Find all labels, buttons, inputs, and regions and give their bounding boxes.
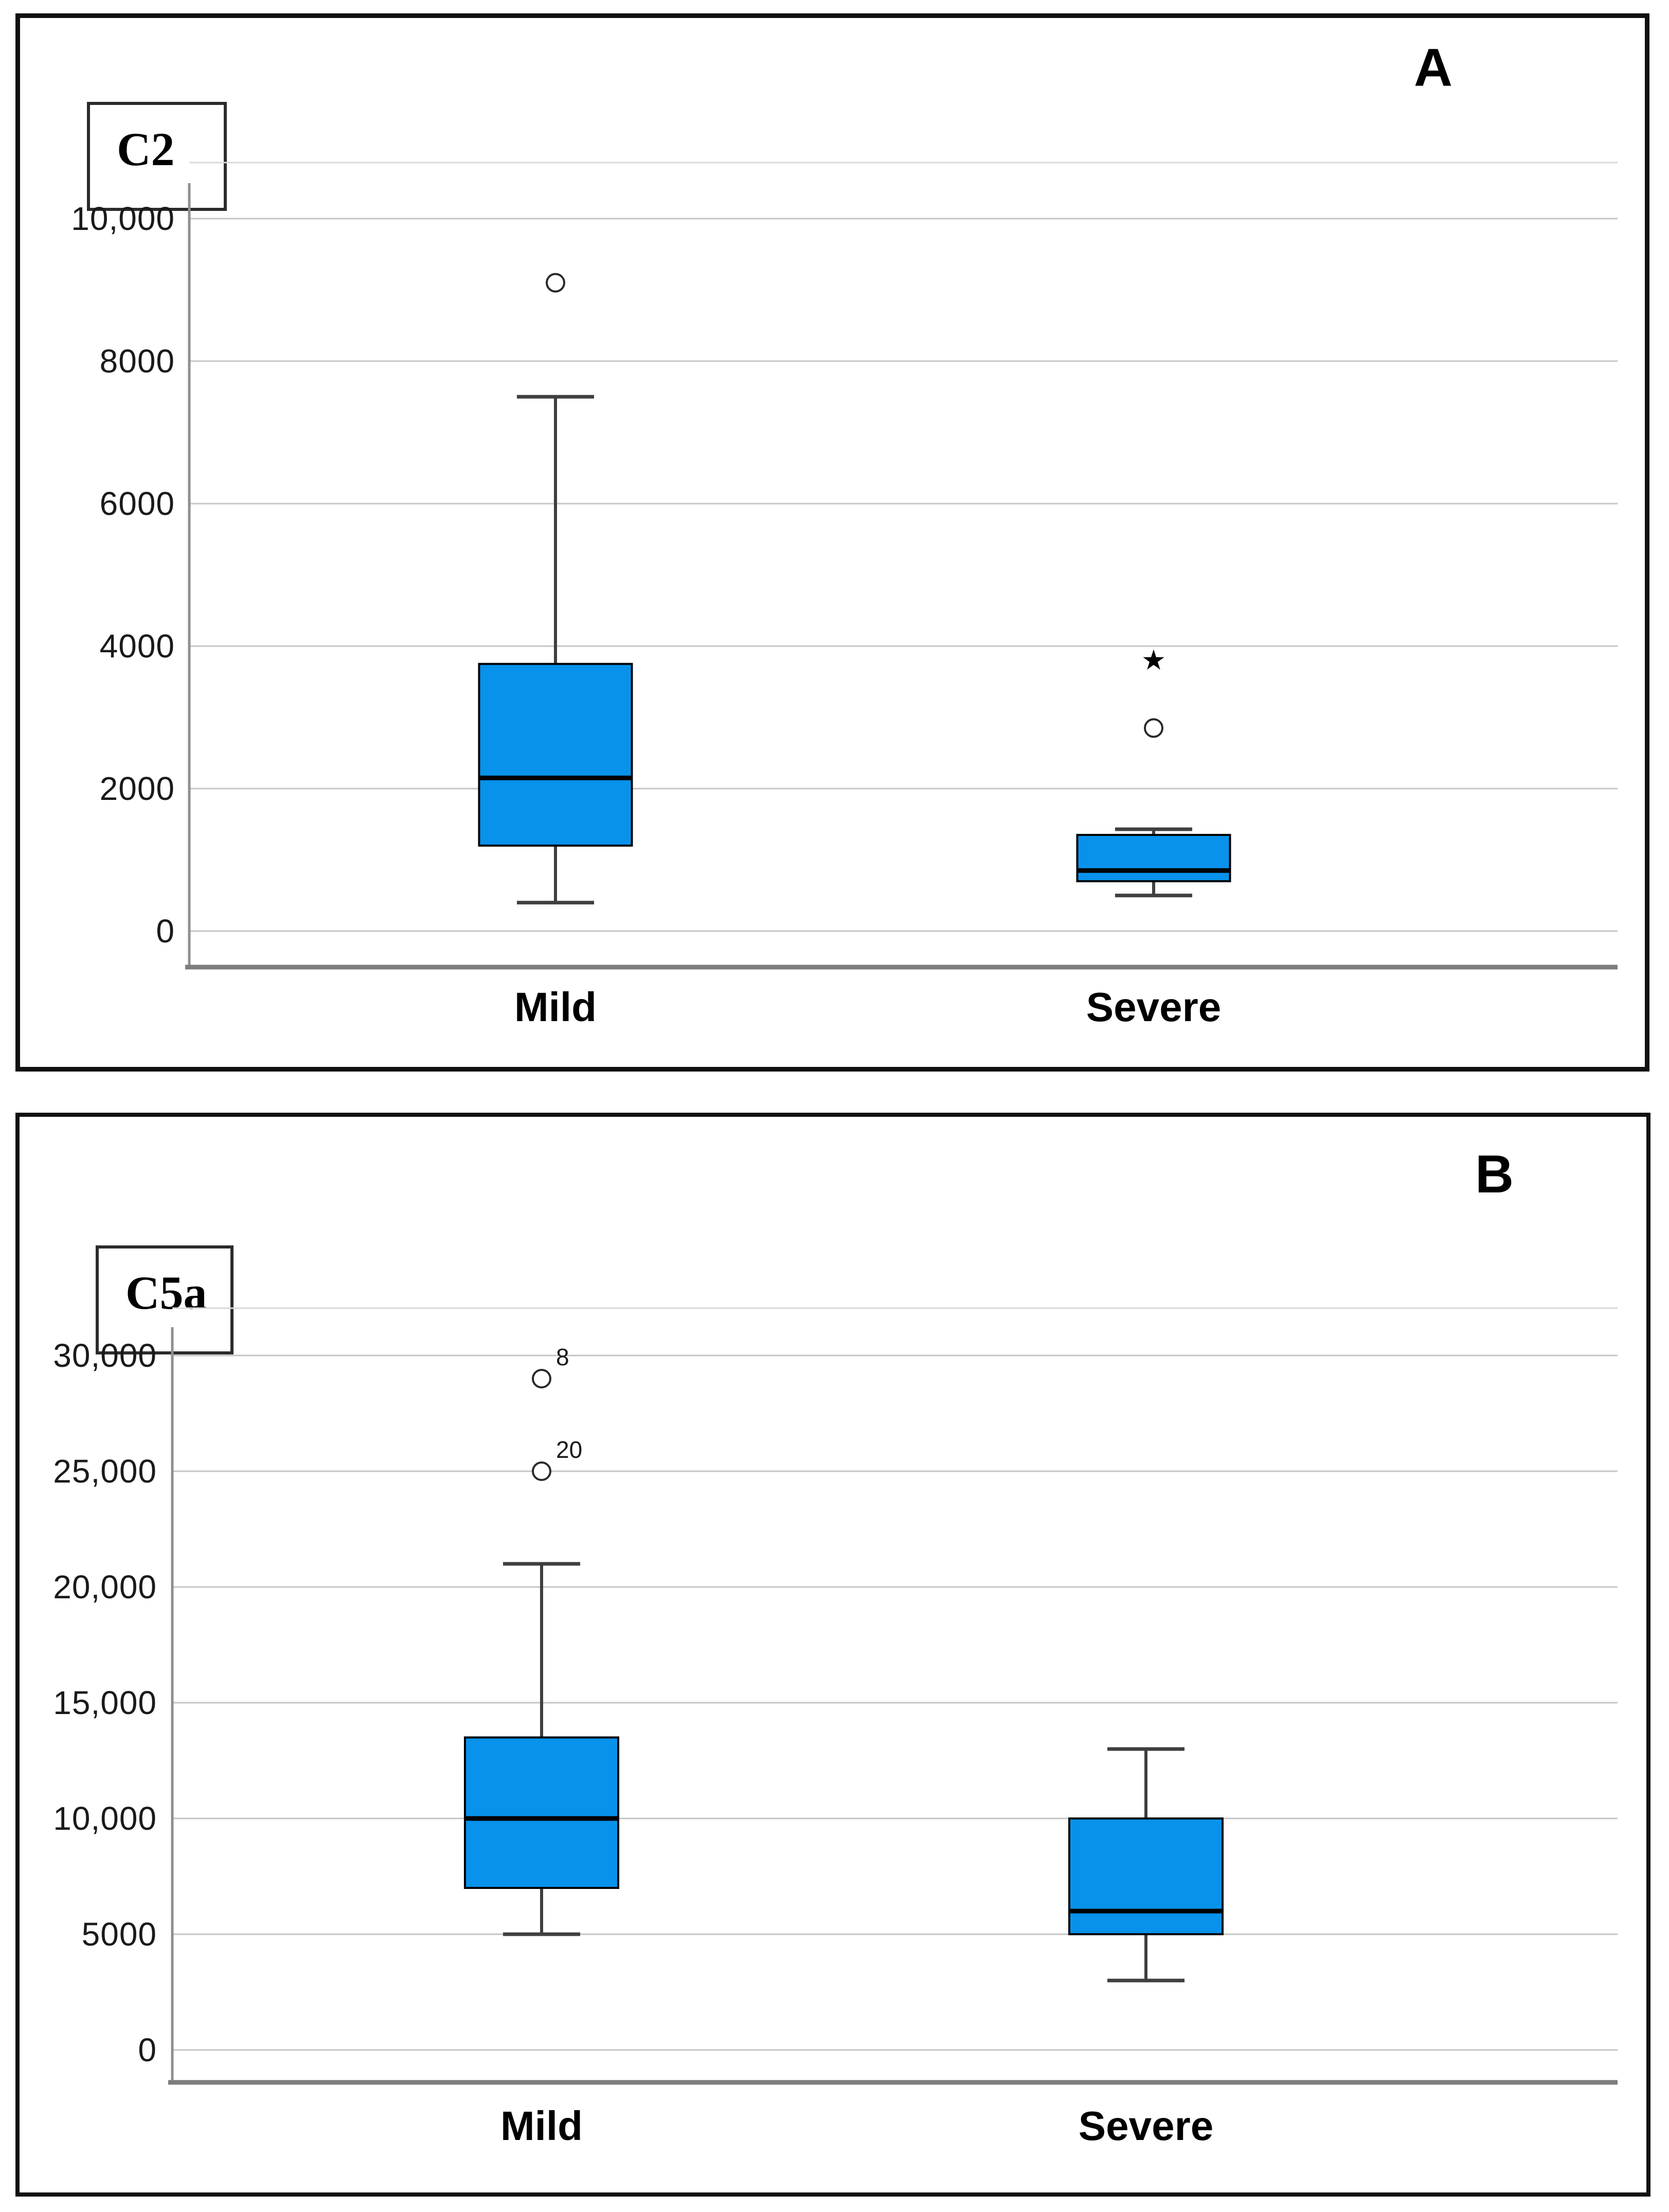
panel-a-title: C2	[117, 123, 175, 175]
x-category-label: Mild	[500, 2103, 583, 2149]
y-tick-label: 10,000	[71, 200, 175, 237]
y-tick-label: 5000	[82, 1916, 157, 1953]
y-tick-label: 6000	[100, 485, 175, 522]
panel-b-title-box: C5a	[96, 1245, 234, 1354]
outlier-circle	[532, 1461, 551, 1481]
panel-a-frame: A C2	[15, 13, 1649, 1072]
y-tick-label: 30,000	[53, 1337, 157, 1374]
outlier-star: ★	[1141, 644, 1166, 676]
outlier-circle	[546, 273, 565, 293]
panel-a-corner-label: A	[1414, 38, 1453, 98]
x-category-label: Mild	[514, 984, 597, 1030]
panel-b-corner-label: B	[1475, 1145, 1514, 1204]
y-tick-label: 25,000	[53, 1453, 157, 1490]
box-mild	[464, 1736, 619, 1889]
box-severe	[1068, 1817, 1224, 1935]
panel-a-title-box: C2	[87, 102, 227, 211]
y-tick-label: 2000	[100, 770, 175, 807]
y-tick-label: 20,000	[53, 1568, 157, 1606]
y-tick-label: 10,000	[53, 1800, 157, 1837]
box-severe	[1076, 834, 1231, 883]
outlier-circle	[1144, 718, 1163, 738]
outlier-case-label: 20	[556, 1436, 582, 1463]
outlier-circle	[532, 1369, 551, 1388]
outlier-case-label: 8	[556, 1344, 569, 1370]
y-tick-label: 0	[156, 913, 175, 950]
x-category-label: Severe	[1079, 2103, 1213, 2149]
box-mild	[478, 663, 633, 847]
x-category-label: Severe	[1086, 984, 1221, 1030]
y-tick-label: 4000	[100, 628, 175, 665]
y-tick-label: 15,000	[53, 1684, 157, 1721]
panel-b-frame: B C5a	[15, 1113, 1650, 2197]
panel-b-title: C5a	[125, 1266, 207, 1319]
y-tick-label: 0	[138, 2031, 157, 2068]
y-tick-label: 8000	[100, 343, 175, 380]
